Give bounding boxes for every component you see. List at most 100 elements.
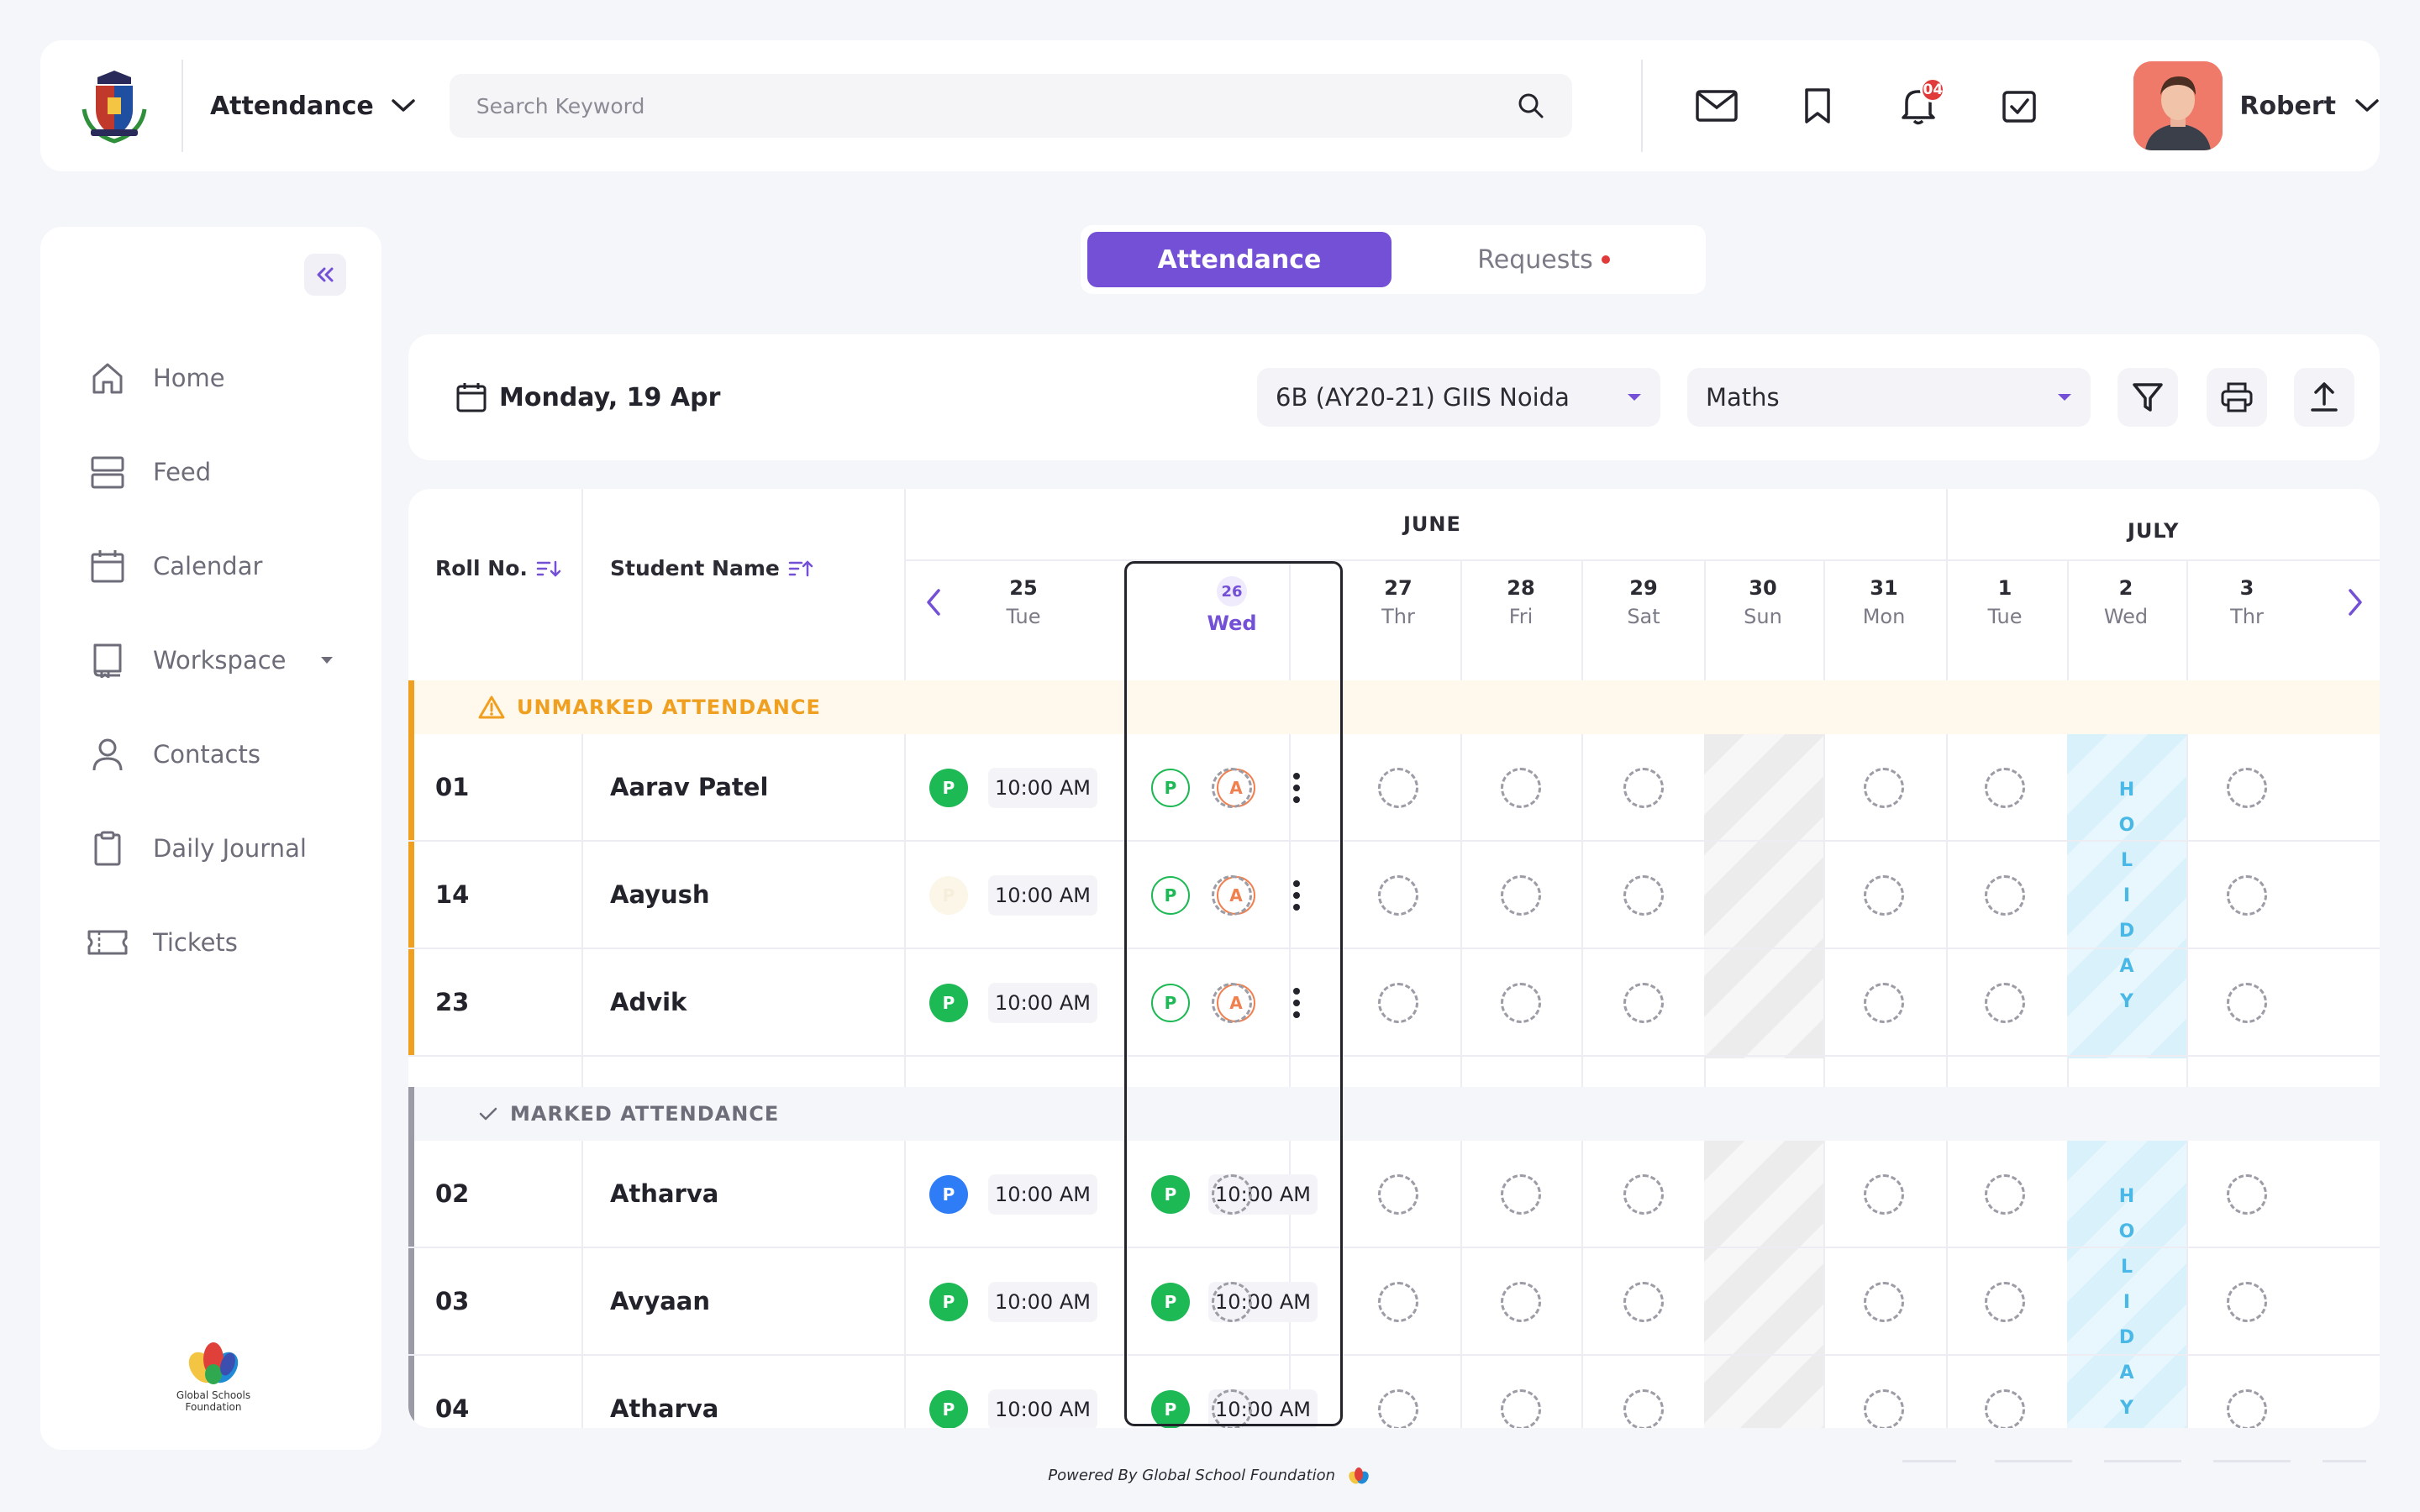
sidebar-item-feed[interactable]: Feed — [87, 425, 334, 519]
unmarked-day-slot[interactable] — [2227, 1389, 2267, 1428]
unmarked-day-slot[interactable] — [1985, 875, 2025, 916]
bookmark-button[interactable] — [1794, 82, 1841, 129]
unmarked-day-slot[interactable] — [1501, 1389, 1541, 1428]
student-name[interactable]: Atharva — [610, 1394, 719, 1423]
search-icon[interactable] — [1517, 92, 1545, 120]
student-name[interactable]: Avyaan — [610, 1287, 711, 1315]
unmarked-day-slot[interactable] — [2227, 768, 2267, 808]
mark-present-button[interactable]: P — [1151, 984, 1190, 1022]
day-header-1[interactable]: 1 Tue — [1944, 576, 2065, 628]
sidebar-item-workspace[interactable]: Workspace — [87, 613, 334, 707]
unmarked-day-slot[interactable] — [1864, 1389, 1904, 1428]
sidebar-item-calendar[interactable]: Calendar — [87, 519, 334, 613]
pager-indicator[interactable] — [1995, 1460, 2072, 1462]
day-header-3[interactable]: 3 Thr — [2186, 576, 2307, 628]
attendance-status-badge[interactable]: P — [929, 984, 968, 1022]
unmarked-day-slot[interactable] — [1378, 768, 1418, 808]
notifications-button[interactable]: 04 — [1895, 77, 1946, 129]
unmarked-day-slot[interactable] — [1212, 983, 1252, 1023]
more-options-icon[interactable] — [1292, 879, 1301, 912]
unmarked-day-slot[interactable] — [1985, 1282, 2025, 1322]
unmarked-day-slot[interactable] — [1212, 875, 1252, 916]
sidebar-item-contacts[interactable]: Contacts — [87, 707, 334, 801]
student-name[interactable]: Atharva — [610, 1179, 719, 1208]
mark-present-button[interactable]: P — [1151, 876, 1190, 915]
day-header-25[interactable]: 25 Tue — [963, 576, 1084, 628]
attendance-status-badge[interactable]: P — [1151, 1175, 1190, 1214]
unmarked-day-slot[interactable] — [1378, 1282, 1418, 1322]
day-header-26[interactable]: 26 Wed — [1171, 576, 1292, 635]
unmarked-day-slot[interactable] — [2227, 1174, 2267, 1215]
unmarked-day-slot[interactable] — [1212, 1282, 1252, 1322]
unmarked-day-slot[interactable] — [1378, 1174, 1418, 1215]
unmarked-day-slot[interactable] — [1378, 875, 1418, 916]
student-name-header[interactable]: Student Name — [610, 556, 813, 580]
mark-present-button[interactable]: P — [1151, 769, 1190, 807]
unmarked-day-slot[interactable] — [1864, 875, 1904, 916]
avatar[interactable] — [2133, 61, 2223, 150]
unmarked-day-slot[interactable] — [1623, 768, 1664, 808]
chevron-left-icon[interactable] — [924, 588, 943, 617]
unmarked-day-slot[interactable] — [2227, 983, 2267, 1023]
attendance-status-badge[interactable]: P — [929, 1175, 968, 1214]
sort-ascending-icon[interactable] — [788, 559, 813, 578]
day-header-31[interactable]: 31 Mon — [1823, 576, 1944, 628]
unmarked-day-slot[interactable] — [1985, 1389, 2025, 1428]
attendance-status-badge[interactable]: P — [929, 769, 968, 807]
student-name[interactable]: Advik — [610, 988, 687, 1016]
unmarked-day-slot[interactable] — [1623, 1174, 1664, 1215]
unmarked-day-slot[interactable] — [1623, 1389, 1664, 1428]
more-options-icon[interactable] — [1292, 771, 1301, 805]
day-header-2[interactable]: 2 Wed — [2065, 576, 2186, 628]
unmarked-day-slot[interactable] — [1985, 768, 2025, 808]
day-header-30[interactable]: 30 Sun — [1702, 576, 1823, 628]
mail-button[interactable] — [1693, 82, 1740, 129]
unmarked-day-slot[interactable] — [1501, 1282, 1541, 1322]
pager-indicator[interactable] — [2213, 1460, 2291, 1462]
collapse-sidebar-button[interactable] — [304, 254, 346, 296]
tab-attendance[interactable]: Attendance — [1087, 232, 1392, 287]
attendance-status-badge[interactable]: P — [1151, 1283, 1190, 1321]
day-header-27[interactable]: 27 Thr — [1338, 576, 1459, 628]
unmarked-day-slot[interactable] — [1623, 875, 1664, 916]
unmarked-day-slot[interactable] — [1212, 768, 1252, 808]
sidebar-item-tickets[interactable]: Tickets — [87, 895, 334, 990]
unmarked-day-slot[interactable] — [1985, 1174, 2025, 1215]
student-name[interactable]: Aayush — [610, 880, 710, 909]
attendance-status-badge[interactable]: P — [929, 1283, 968, 1321]
more-options-icon[interactable] — [1292, 986, 1301, 1020]
unmarked-day-slot[interactable] — [1864, 768, 1904, 808]
unmarked-day-slot[interactable] — [2227, 1282, 2267, 1322]
student-name[interactable]: Aarav Patel — [610, 773, 769, 801]
unmarked-day-slot[interactable] — [1501, 983, 1541, 1023]
unmarked-day-slot[interactable] — [1501, 768, 1541, 808]
pager-indicator[interactable] — [2104, 1460, 2181, 1462]
unmarked-day-slot[interactable] — [1378, 1389, 1418, 1428]
export-button[interactable] — [2294, 368, 2354, 427]
profile-menu[interactable]: Robert — [2133, 61, 2380, 150]
day-header-29[interactable]: 29 Sat — [1583, 576, 1704, 628]
subject-select[interactable]: Maths — [1687, 368, 2091, 427]
class-select[interactable]: 6B (AY20-21) GIIS Noida — [1257, 368, 1660, 427]
sidebar-item-home[interactable]: Home — [87, 331, 334, 425]
unmarked-day-slot[interactable] — [1212, 1389, 1252, 1428]
pager-indicator[interactable] — [1902, 1460, 1956, 1462]
unmarked-day-slot[interactable] — [1985, 983, 2025, 1023]
unmarked-day-slot[interactable] — [1212, 1174, 1252, 1215]
school-logo[interactable] — [79, 67, 150, 144]
filter-button[interactable] — [2118, 368, 2178, 427]
pager-indicator[interactable] — [2323, 1460, 2366, 1462]
day-header-28[interactable]: 28 Fri — [1460, 576, 1581, 628]
unmarked-day-slot[interactable] — [1864, 1174, 1904, 1215]
module-dropdown[interactable]: Attendance — [210, 92, 416, 121]
unmarked-day-slot[interactable] — [2227, 875, 2267, 916]
unmarked-day-slot[interactable] — [1623, 1282, 1664, 1322]
unmarked-day-slot[interactable] — [1864, 1282, 1904, 1322]
roll-number-header[interactable]: Roll No. — [435, 556, 561, 580]
chevron-right-icon[interactable] — [2346, 588, 2365, 617]
unmarked-day-slot[interactable] — [1378, 983, 1418, 1023]
unmarked-day-slot[interactable] — [1864, 983, 1904, 1023]
unmarked-day-slot[interactable] — [1501, 875, 1541, 916]
print-button[interactable] — [2207, 368, 2267, 427]
search-input[interactable] — [476, 93, 1485, 118]
